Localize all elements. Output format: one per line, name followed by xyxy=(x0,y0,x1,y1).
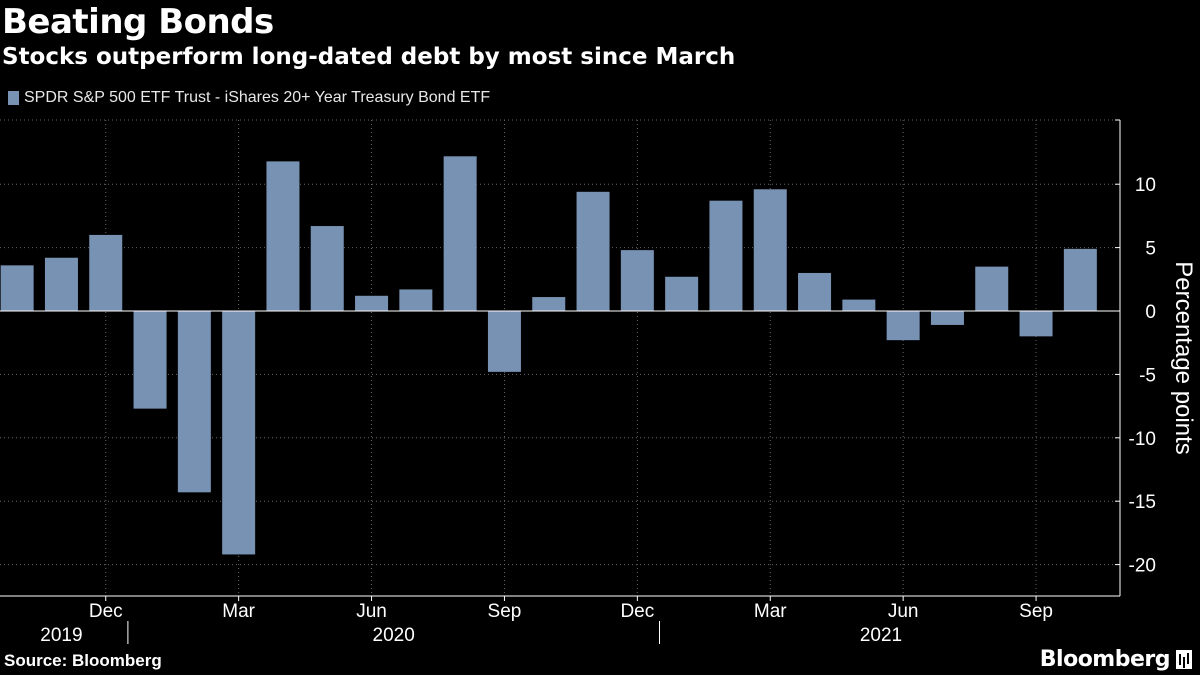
bar xyxy=(266,161,300,311)
y-tick-label: -5 xyxy=(1139,365,1156,386)
y-tick-label: -20 xyxy=(1129,556,1156,577)
y-tick-label: 5 xyxy=(1145,239,1156,260)
x-year-label: 2019 xyxy=(40,625,82,646)
brand-name: Bloomberg xyxy=(1039,647,1171,672)
x-tick-label: Sep xyxy=(488,601,522,622)
bar xyxy=(620,250,654,311)
x-tick-label: Jun xyxy=(888,601,919,622)
y-axis-title: Percentage points xyxy=(1170,261,1197,454)
legend-swatch xyxy=(8,91,19,105)
bar xyxy=(975,266,1009,311)
bar xyxy=(886,311,920,341)
y-tick-label: 0 xyxy=(1145,302,1156,323)
x-year-label: 2020 xyxy=(373,625,415,646)
bar xyxy=(355,295,389,311)
bar xyxy=(842,299,876,311)
bar xyxy=(753,189,787,311)
x-tick-label: Dec xyxy=(620,601,654,622)
source-note: Source: Bloomberg xyxy=(4,651,162,670)
bar xyxy=(532,297,566,311)
y-tick-label: -15 xyxy=(1129,492,1156,513)
bar xyxy=(399,289,433,311)
bar xyxy=(930,311,964,325)
bloomberg-logo: Bloomberg xyxy=(1040,647,1192,672)
legend: SPDR S&P 500 ETF Trust - iShares 20+ Yea… xyxy=(8,89,490,107)
bar xyxy=(798,272,832,311)
bar xyxy=(44,257,78,311)
bloomberg-chart-icon xyxy=(1176,650,1192,669)
chart-subtitle: Stocks outperform long-dated debt by mos… xyxy=(2,44,736,70)
x-tick-label: Sep xyxy=(1019,601,1053,622)
bar xyxy=(89,234,123,311)
x-year-label: 2021 xyxy=(860,625,902,646)
bar xyxy=(177,311,211,493)
x-tick-label: Jun xyxy=(356,601,387,622)
bar xyxy=(0,265,34,311)
x-tick-label: Mar xyxy=(222,601,255,622)
bar xyxy=(222,311,256,555)
bar xyxy=(133,311,167,409)
y-tick-label: 10 xyxy=(1135,175,1156,196)
legend-label: SPDR S&P 500 ETF Trust - iShares 20+ Yea… xyxy=(24,89,491,106)
bar xyxy=(665,276,699,311)
bar xyxy=(1063,248,1097,311)
bar xyxy=(310,226,344,311)
bar xyxy=(1019,311,1053,337)
y-tick-label: -10 xyxy=(1129,429,1156,450)
chart-title: Beating Bonds xyxy=(2,2,274,42)
x-tick-label: Mar xyxy=(754,601,787,622)
bar xyxy=(443,156,477,311)
x-tick-label: Dec xyxy=(89,601,123,622)
bar xyxy=(487,311,521,372)
bar xyxy=(709,200,743,311)
bar xyxy=(576,191,610,311)
